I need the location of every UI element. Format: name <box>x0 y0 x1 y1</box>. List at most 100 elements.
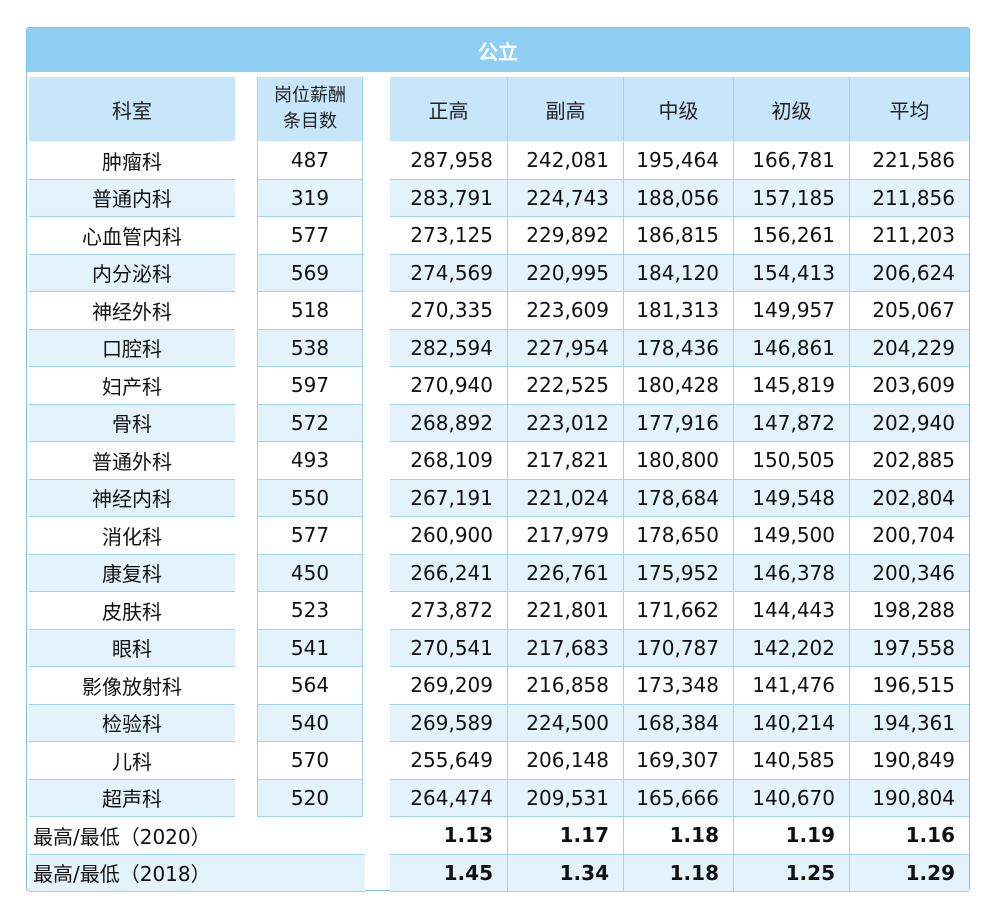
value-cell: 211,203 <box>850 217 969 255</box>
value-cell: 204,229 <box>850 329 969 367</box>
value-cell: 140,214 <box>734 704 850 742</box>
dept-cell: 普通外科 <box>29 442 235 480</box>
dept-cell: 皮肤科 <box>29 592 235 630</box>
value-cell: 282,594 <box>390 329 508 367</box>
value-cell: 268,892 <box>390 404 508 442</box>
value-cell: 180,800 <box>624 442 734 480</box>
count-cell: 538 <box>257 329 363 367</box>
value-cell: 203,609 <box>850 367 969 405</box>
count-cell: 577 <box>257 217 363 255</box>
value-cell: 267,191 <box>390 479 508 517</box>
value-cell: 140,670 <box>734 779 850 817</box>
dept-cell: 眼科 <box>29 629 235 667</box>
value-cell: 223,012 <box>508 404 624 442</box>
value-cell: 144,443 <box>734 592 850 630</box>
value-cell: 202,885 <box>850 442 969 480</box>
value-cell: 146,378 <box>734 554 850 592</box>
value-cell: 270,541 <box>390 629 508 667</box>
ratio-value: 1.13 <box>390 817 508 855</box>
count-cell: 569 <box>257 254 363 292</box>
value-cell: 154,413 <box>734 254 850 292</box>
dept-cell: 肿瘤科 <box>29 142 235 180</box>
value-cell: 269,589 <box>390 704 508 742</box>
value-cell: 198,288 <box>850 592 969 630</box>
ratio-value: 1.18 <box>624 817 734 855</box>
count-cell: 550 <box>257 479 363 517</box>
count-cell: 450 <box>257 554 363 592</box>
value-cell: 147,872 <box>734 404 850 442</box>
count-cell: 541 <box>257 629 363 667</box>
dept-cell: 心血管内科 <box>29 217 235 255</box>
value-cell: 142,202 <box>734 629 850 667</box>
ratio-value: 1.16 <box>850 817 969 855</box>
value-cell: 224,743 <box>508 179 624 217</box>
value-cell: 194,361 <box>850 704 969 742</box>
value-cell: 229,892 <box>508 217 624 255</box>
count-cell: 319 <box>257 179 363 217</box>
count-cell: 597 <box>257 367 363 405</box>
value-cell: 197,558 <box>850 629 969 667</box>
table-title: 公立 <box>27 28 969 72</box>
value-cell: 149,500 <box>734 517 850 555</box>
header-col: 副高 <box>508 77 624 141</box>
value-cell: 145,819 <box>734 367 850 405</box>
dept-cell: 康复科 <box>29 554 235 592</box>
value-cell: 146,861 <box>734 329 850 367</box>
ratio-label: 最高/最低（2020） <box>29 817 365 855</box>
dept-cell: 消化科 <box>29 517 235 555</box>
count-cell: 518 <box>257 292 363 330</box>
header-dept: 科室 <box>29 77 235 141</box>
value-cell: 206,148 <box>508 742 624 780</box>
value-cell: 157,185 <box>734 179 850 217</box>
value-cell: 168,384 <box>624 704 734 742</box>
value-cell: 196,515 <box>850 667 969 705</box>
value-cell: 206,624 <box>850 254 969 292</box>
value-cell: 211,856 <box>850 179 969 217</box>
ratio-value: 1.45 <box>390 854 508 892</box>
ratio-value: 1.18 <box>624 854 734 892</box>
count-cell: 577 <box>257 517 363 555</box>
value-cell: 190,804 <box>850 779 969 817</box>
value-cell: 170,787 <box>624 629 734 667</box>
value-cell: 266,241 <box>390 554 508 592</box>
value-cell: 217,979 <box>508 517 624 555</box>
ratio-value: 1.25 <box>734 854 850 892</box>
header-count-line1: 岗位薪酬 <box>274 85 346 106</box>
count-cell: 564 <box>257 667 363 705</box>
value-cell: 209,531 <box>508 779 624 817</box>
value-cell: 287,958 <box>390 142 508 180</box>
dept-cell: 内分泌科 <box>29 254 235 292</box>
value-cell: 165,666 <box>624 779 734 817</box>
value-cell: 222,525 <box>508 367 624 405</box>
header-col: 正高 <box>390 77 508 141</box>
count-cell: 540 <box>257 704 363 742</box>
dept-cell: 普通内科 <box>29 179 235 217</box>
value-cell: 169,307 <box>624 742 734 780</box>
value-cell: 270,940 <box>390 367 508 405</box>
ratio-value: 1.29 <box>850 854 969 892</box>
dept-cell: 口腔科 <box>29 329 235 367</box>
title-spacer <box>27 72 969 77</box>
count-cell: 572 <box>257 404 363 442</box>
value-cell: 255,649 <box>390 742 508 780</box>
dept-cell: 儿科 <box>29 742 235 780</box>
header-count-line2: 条目数 <box>283 111 337 132</box>
value-cell: 149,957 <box>734 292 850 330</box>
value-cell: 273,872 <box>390 592 508 630</box>
value-cell: 200,346 <box>850 554 969 592</box>
count-cell: 493 <box>257 442 363 480</box>
header-col: 初级 <box>734 77 850 141</box>
value-cell: 180,428 <box>624 367 734 405</box>
value-cell: 217,683 <box>508 629 624 667</box>
value-cell: 273,125 <box>390 217 508 255</box>
value-cell: 156,261 <box>734 217 850 255</box>
value-cell: 186,815 <box>624 217 734 255</box>
value-cell: 184,120 <box>624 254 734 292</box>
header-col: 平均 <box>850 77 969 141</box>
ratio-value: 1.34 <box>508 854 624 892</box>
header-count: 岗位薪酬 条目数 <box>257 77 363 141</box>
dept-cell: 影像放射科 <box>29 667 235 705</box>
value-cell: 264,474 <box>390 779 508 817</box>
value-cell: 178,436 <box>624 329 734 367</box>
value-cell: 268,109 <box>390 442 508 480</box>
